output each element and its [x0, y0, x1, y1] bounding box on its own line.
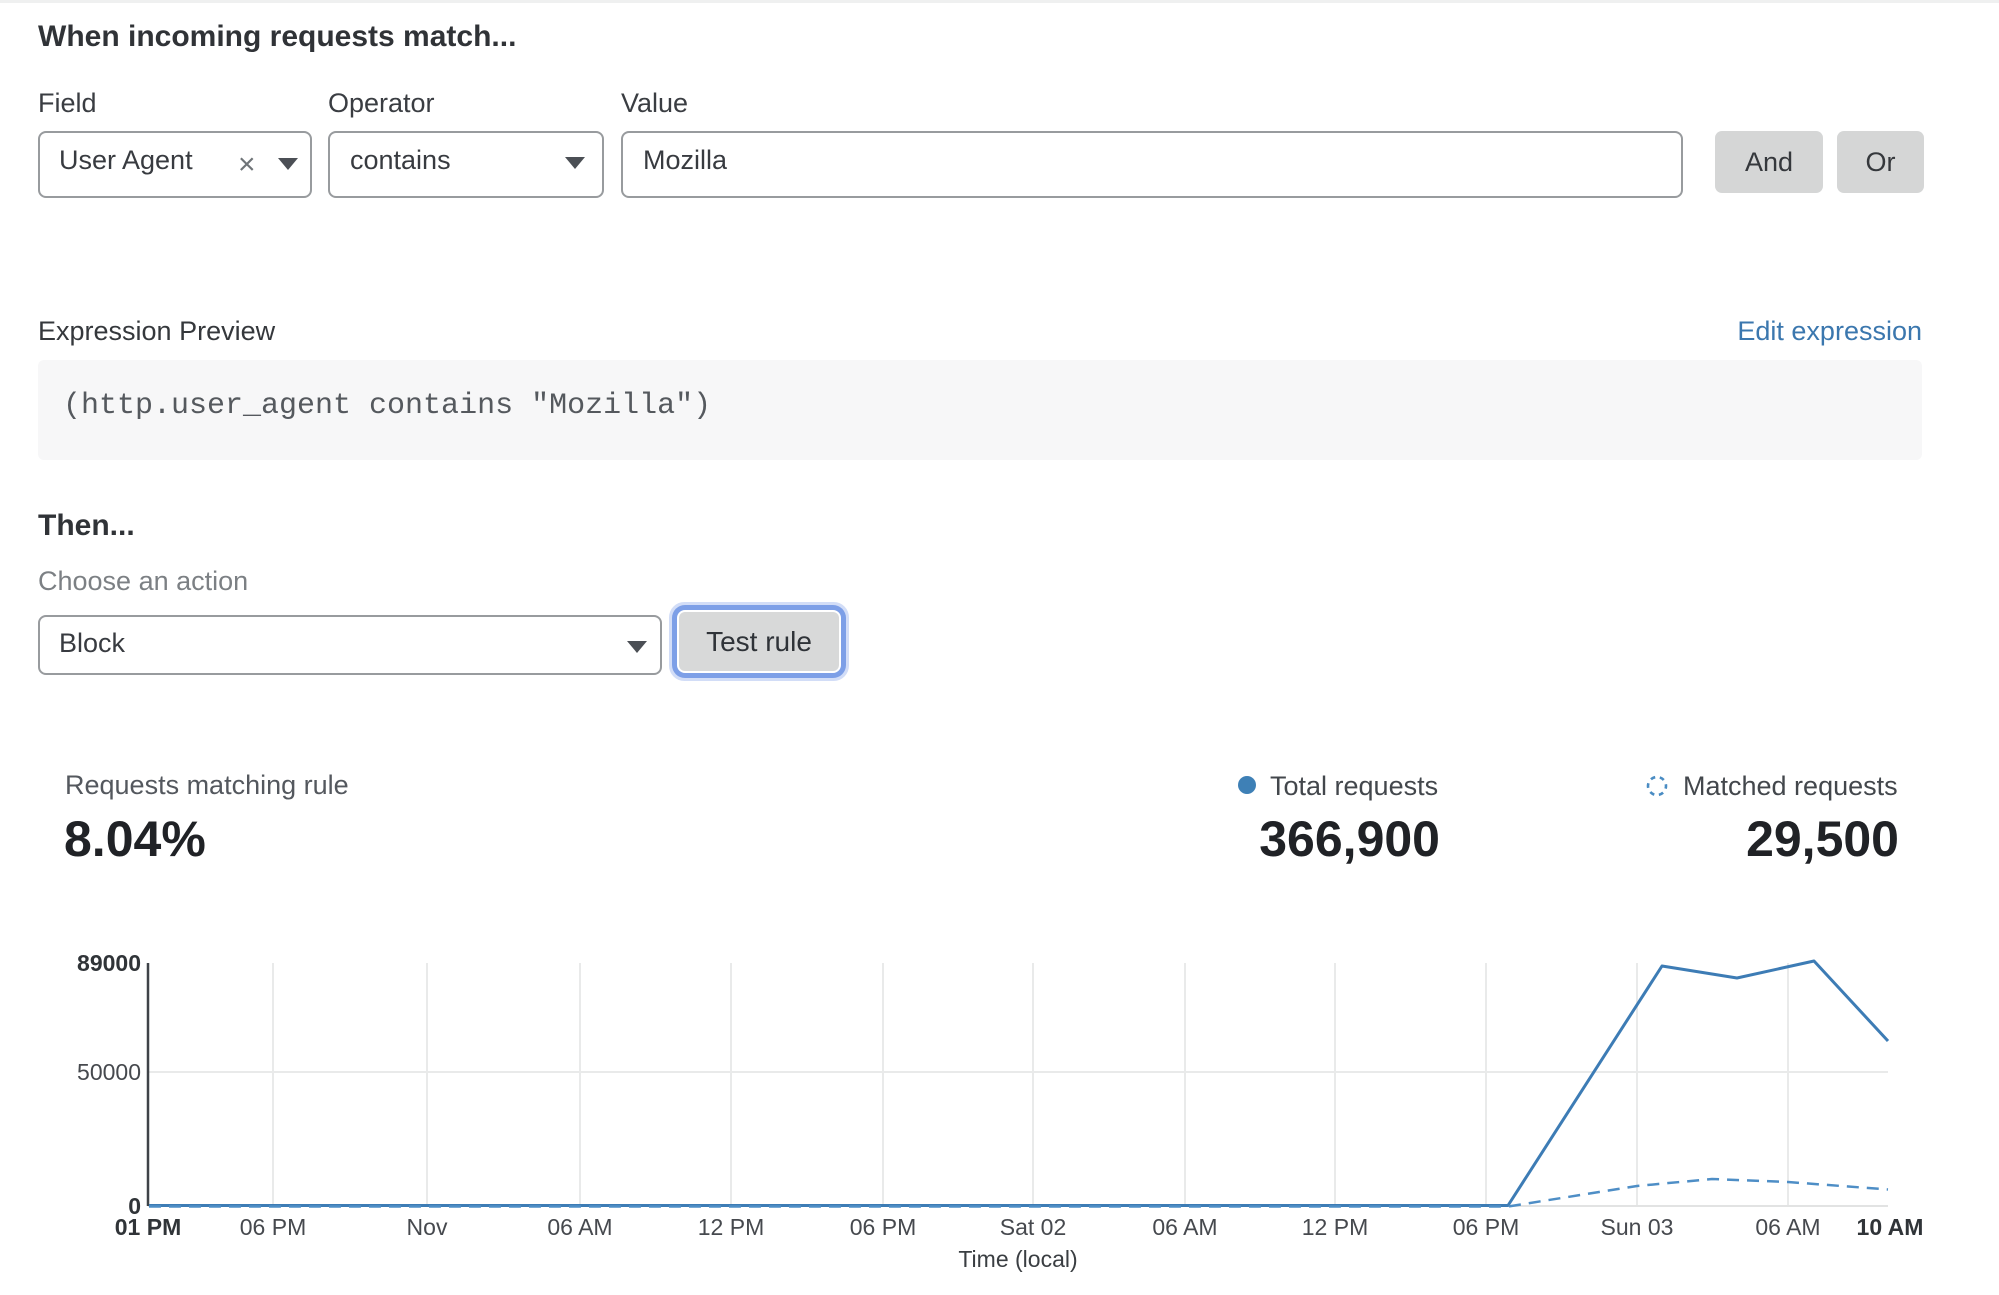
svg-text:06 AM: 06 AM — [1152, 1214, 1217, 1240]
svg-text:50000: 50000 — [77, 1059, 141, 1085]
svg-text:06 PM: 06 PM — [1453, 1214, 1519, 1240]
svg-text:0: 0 — [128, 1193, 141, 1219]
svg-text:01 PM: 01 PM — [115, 1214, 181, 1240]
svg-text:Sat 02: Sat 02 — [1000, 1214, 1067, 1240]
svg-text:06 PM: 06 PM — [850, 1214, 916, 1240]
svg-text:12 PM: 12 PM — [1302, 1214, 1368, 1240]
svg-text:Time (local): Time (local) — [958, 1246, 1077, 1272]
svg-text:12 PM: 12 PM — [698, 1214, 764, 1240]
svg-text:06 PM: 06 PM — [240, 1214, 306, 1240]
svg-text:06 AM: 06 AM — [547, 1214, 612, 1240]
svg-text:Sun 03: Sun 03 — [1601, 1214, 1674, 1240]
svg-text:06 AM: 06 AM — [1755, 1214, 1820, 1240]
svg-text:89000: 89000 — [77, 950, 141, 976]
svg-text:10 AM: 10 AM — [1857, 1214, 1924, 1240]
svg-text:Nov: Nov — [407, 1214, 448, 1240]
